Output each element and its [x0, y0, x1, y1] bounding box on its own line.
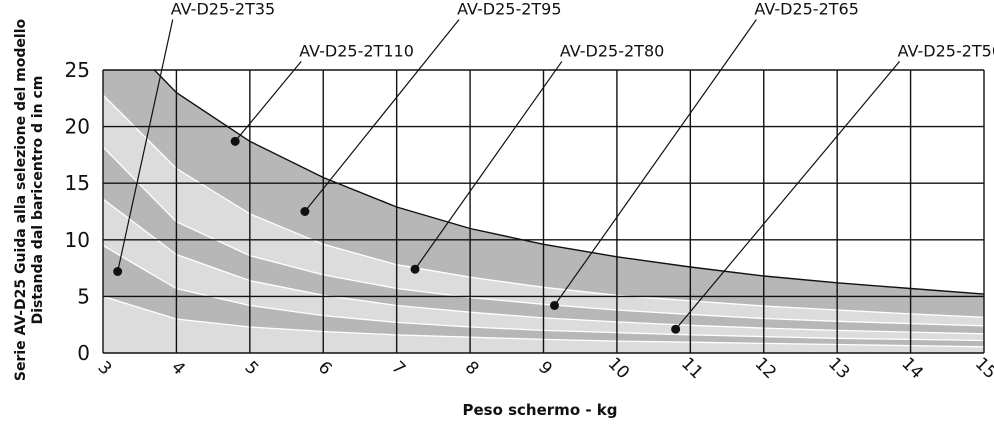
x-tick-label: 12 [751, 354, 780, 383]
series-label-1: AV-D25-2T35 [171, 0, 275, 19]
y-tick-label: 5 [77, 284, 90, 308]
series-point-6 [671, 324, 681, 334]
series-point-5 [550, 300, 560, 310]
leader-line-1 [117, 19, 174, 272]
leader-line-6 [675, 61, 901, 330]
x-tick-label: 15 [971, 354, 994, 383]
x-tick-label: 8 [461, 358, 483, 380]
x-tick-label: 7 [387, 358, 409, 380]
leader-line-4 [414, 61, 563, 270]
x-tick-label: 5 [240, 358, 262, 380]
x-tick-label: 14 [897, 354, 926, 383]
series-label-5: AV-D25-2T65 [754, 0, 858, 19]
x-tick-label: 6 [314, 358, 336, 380]
x-tick-label: 9 [534, 358, 556, 380]
x-tick-label: 11 [677, 354, 706, 383]
x-tick-label: 3 [94, 358, 116, 380]
y-axis-label-line1: Serie AV-D25 Guida alla selezione del mo… [13, 18, 29, 382]
y-tick-label: 25 [65, 58, 90, 82]
series-label-6: AV-D25-2T50 [898, 41, 994, 60]
series-label-4: AV-D25-2T80 [560, 41, 664, 60]
series-label-3: AV-D25-2T95 [457, 0, 561, 19]
chart-series-labels: AV-D25-2T35 AV-D25-2T110 AV-D25-2T95 AV-D25… [113, 0, 994, 334]
y-tick-label: 10 [65, 228, 90, 252]
y-axis-label-line2: Distanda dal baricentro d in cm [30, 75, 46, 325]
x-axis-label: Peso schermo - kg [462, 401, 618, 419]
y-tick-label: 20 [65, 115, 90, 139]
leader-line-2 [234, 61, 302, 142]
series-point-1 [113, 266, 123, 276]
y-axis-label: Serie AV-D25 Guida alla selezione del mo… [0, 0, 60, 382]
leader-line-5 [554, 19, 757, 306]
x-tick-label: 10 [604, 354, 633, 383]
y-tick-label: 15 [65, 171, 90, 195]
leader-line-3 [304, 19, 460, 212]
series-point-4 [410, 264, 420, 274]
series-label-2: AV-D25-2T110 [299, 41, 414, 60]
chart-grid [102, 69, 985, 354]
x-tick-label: 4 [167, 358, 189, 380]
y-tick-label: 0 [77, 341, 90, 365]
x-tick-label: 13 [824, 354, 853, 383]
series-point-2 [230, 136, 240, 146]
series-point-3 [300, 207, 310, 216]
